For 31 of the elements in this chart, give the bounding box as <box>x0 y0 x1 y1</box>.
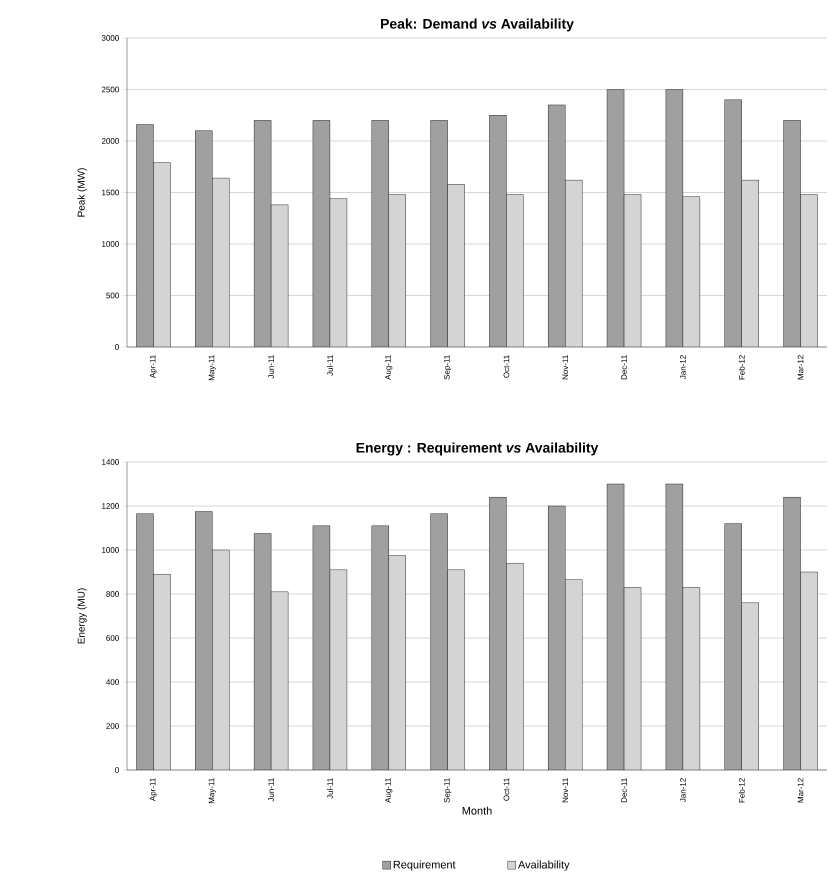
bar <box>682 196 700 347</box>
y-axis-title: Energy (MU) <box>77 588 87 644</box>
bar <box>506 563 524 770</box>
bar <box>742 602 759 770</box>
legend-label: Availability <box>518 860 570 871</box>
chart-title: Energy : Requirement vs Availability <box>356 442 598 456</box>
bar <box>800 194 818 347</box>
bar <box>742 180 759 347</box>
chart-title: Peak: Demand vs Availability <box>381 18 574 32</box>
bar <box>212 550 230 770</box>
bar <box>153 162 170 347</box>
bar <box>448 184 465 347</box>
legend-label: Requirement <box>394 860 456 871</box>
bar <box>624 587 642 770</box>
bar <box>506 194 524 347</box>
bar <box>153 574 170 770</box>
bar <box>212 178 230 347</box>
x-axis-title: Month <box>462 806 492 815</box>
bar <box>800 572 818 770</box>
bar <box>271 592 288 770</box>
bar <box>388 556 406 770</box>
bar <box>624 194 642 347</box>
bar <box>330 198 347 347</box>
bar <box>271 204 288 347</box>
bar <box>565 180 582 347</box>
bar <box>565 580 582 770</box>
bar <box>448 570 465 770</box>
bar <box>682 587 700 770</box>
y-axis-title: Peak (MW) <box>77 168 87 217</box>
bar <box>388 194 406 347</box>
bar <box>330 570 347 770</box>
